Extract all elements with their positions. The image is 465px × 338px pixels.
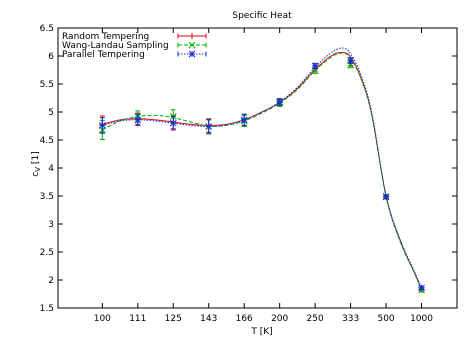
x-tick-label: 250 (307, 314, 324, 324)
data-point-d2 (134, 116, 142, 124)
x-tick-label: 166 (236, 314, 253, 324)
x-tick-label: 143 (200, 314, 217, 324)
x-tick-label: 500 (377, 314, 394, 324)
chart-title: Specific Heat (232, 11, 292, 21)
y-tick-label: 3.5 (40, 192, 54, 202)
data-point (169, 119, 177, 127)
data-point-d2 (98, 122, 106, 129)
legend-marker-d2 (188, 41, 196, 49)
legend-label: Parallel Tempering (62, 50, 145, 60)
data-point (276, 98, 284, 106)
y-axis-label-main: c (31, 172, 41, 177)
legend-marker (189, 33, 195, 39)
data-point-d2 (311, 62, 319, 70)
legend-item-2: Wang-Landau Sampling (62, 41, 207, 51)
y-tick-label: 5.5 (40, 80, 54, 90)
y-tick-label: 2 (48, 276, 54, 286)
data-point-d2 (240, 116, 248, 124)
data-point (418, 284, 425, 292)
data-point-d2 (382, 193, 390, 200)
data-point (205, 123, 213, 130)
data-point (134, 116, 142, 124)
data-point (347, 57, 354, 64)
x-axis-label: T [K] (250, 327, 272, 337)
y-tick-label: 2.5 (40, 248, 54, 258)
y-tick-label: 6 (48, 52, 54, 62)
legend-marker (188, 41, 196, 49)
legend-label: Random Tempering (62, 32, 149, 42)
legend-item-3: Parallel Tempering (62, 50, 207, 60)
x-tick-label: 200 (271, 314, 288, 324)
plot-area: 1.5 2 2.5 3 3.5 4 4.5 5 5.5 6 6.5 100 111 125 143 166 20… (40, 24, 458, 324)
data-point (382, 193, 390, 200)
legend-label: Wang-Landau Sampling (62, 41, 169, 51)
data-point (98, 122, 106, 129)
y-tick-label: 1.5 (40, 304, 54, 314)
y-tick-label: 4.5 (40, 136, 54, 146)
x-tick-label: 1000 (410, 314, 433, 324)
y-axis-label-subscript: V (34, 167, 42, 172)
x-tick-label: 111 (129, 314, 146, 324)
y-tick-label: 6.5 (40, 24, 54, 34)
x-tick-label: 125 (165, 314, 182, 324)
series-line (102, 47, 422, 289)
y-tick-label: 4 (48, 164, 54, 174)
data-point (240, 116, 248, 124)
legend-item-1: Random Tempering (62, 32, 207, 42)
y-tick-label: 3 (48, 220, 54, 230)
data-point (311, 62, 319, 70)
svg-text:cV [1]: cV [1] (31, 151, 42, 176)
data-point-d2 (169, 119, 177, 127)
data-point-d2 (347, 57, 354, 64)
y-axis-label: cV [1] (31, 151, 42, 176)
data-point-d2 (276, 98, 284, 106)
data-point-d2 (418, 284, 425, 292)
y-axis-label-unit: [1] (31, 151, 41, 164)
y-tick-label: 5 (48, 108, 54, 118)
data-point-d2 (205, 123, 213, 130)
series-3 (98, 47, 425, 292)
x-tick-label: 333 (342, 314, 359, 324)
legend-marker (188, 50, 196, 58)
legend-marker-d2 (188, 50, 196, 58)
x-tick-label: 100 (94, 314, 111, 324)
